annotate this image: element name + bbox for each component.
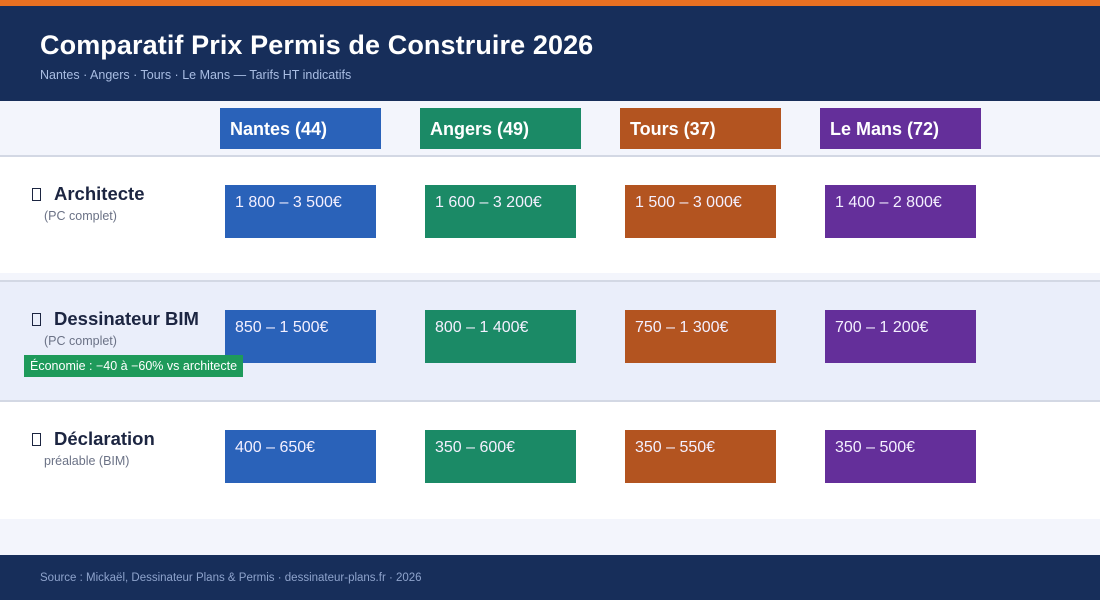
missing-glyph-icon — [32, 433, 41, 446]
row-label-dessinateur-bim: Dessinateur BIM — [32, 308, 199, 330]
page-subtitle: Nantes · Angers · Tours · Le Mans — Tari… — [40, 68, 352, 82]
row-sublabel: préalable (BIM) — [44, 454, 130, 468]
price-cell-bim-le-mans: 700 – 1 200€ — [825, 310, 976, 363]
row-divider — [0, 400, 1100, 402]
price-cell-architecte-le-mans: 1 400 – 2 800€ — [825, 185, 976, 238]
price-cell-architecte-nantes: 1 800 – 3 500€ — [225, 185, 376, 238]
price-cell-bim-tours: 750 – 1 300€ — [625, 310, 776, 363]
price-cell-declaration-le-mans: 350 – 500€ — [825, 430, 976, 483]
column-header-nantes: Nantes (44) — [220, 108, 381, 149]
row-sublabel: (PC complet) — [44, 209, 117, 223]
missing-glyph-icon — [32, 313, 41, 326]
column-header-angers: Angers (49) — [420, 108, 581, 149]
price-cell-architecte-tours: 1 500 – 3 000€ — [625, 185, 776, 238]
page-title: Comparatif Prix Permis de Construire 202… — [40, 30, 594, 60]
column-header-tours: Tours (37) — [620, 108, 781, 149]
savings-badge: Économie : −40 à −60% vs architecte — [24, 355, 244, 377]
row-title: Dessinateur BIM — [54, 308, 199, 329]
header-divider — [0, 155, 1100, 157]
page-footer: Source : Mickaël, Dessinateur Plans & Pe… — [0, 555, 1100, 600]
price-cell-bim-angers: 800 – 1 400€ — [425, 310, 576, 363]
price-cell-declaration-tours: 350 – 550€ — [625, 430, 776, 483]
column-header-le-mans: Le Mans (72) — [820, 108, 981, 149]
row-sublabel: (PC complet) — [44, 334, 117, 348]
price-cell-declaration-angers: 350 – 600€ — [425, 430, 576, 483]
row-label-architecte: Architecte — [32, 183, 144, 205]
row-title: Déclaration — [54, 428, 155, 449]
price-cell-declaration-nantes: 400 – 650€ — [225, 430, 376, 483]
price-cell-bim-nantes: 850 – 1 500€ — [225, 310, 376, 363]
row-divider — [0, 280, 1100, 282]
missing-glyph-icon — [32, 188, 41, 201]
top-accent-bar — [0, 0, 1100, 6]
price-cell-architecte-angers: 1 600 – 3 200€ — [425, 185, 576, 238]
row-label-declaration: Déclaration — [32, 428, 155, 450]
page-header: Comparatif Prix Permis de Construire 202… — [0, 6, 1100, 101]
row-title: Architecte — [54, 183, 145, 204]
footer-source: Source : Mickaël, Dessinateur Plans & Pe… — [40, 572, 422, 584]
